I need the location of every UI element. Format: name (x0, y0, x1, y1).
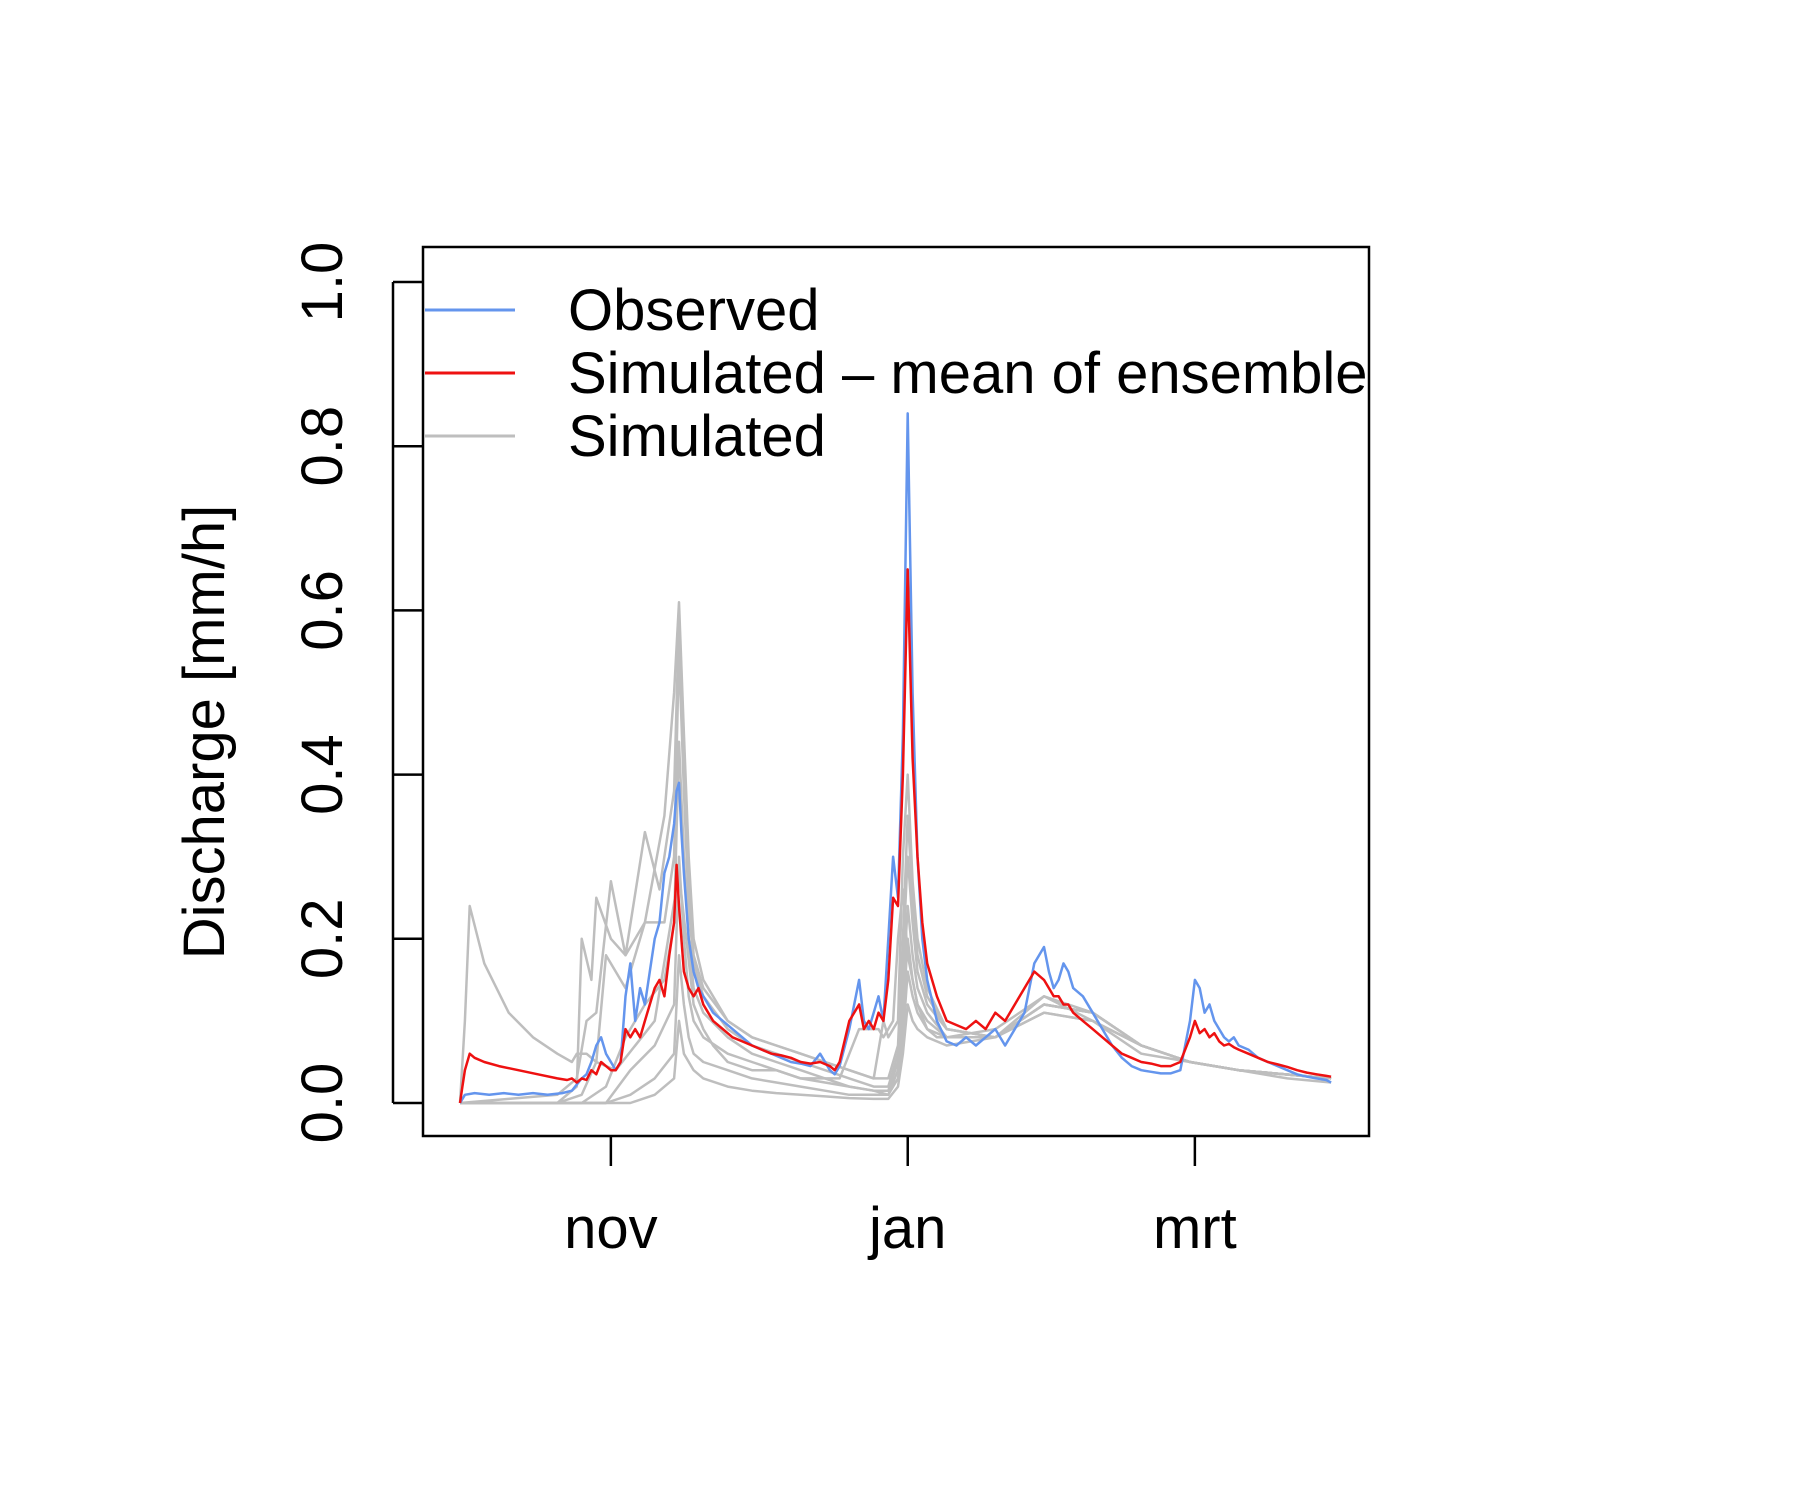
y-axis-title: Discharge [mm/h] (172, 505, 237, 959)
x-tick-label: mrt (1153, 1196, 1237, 1261)
legend-entry-label: Simulated (568, 404, 826, 469)
y-tick-label: 0.8 (290, 406, 355, 487)
x-tick-label: nov (564, 1196, 658, 1261)
series-line-simulated-member-6 (460, 855, 1332, 1105)
y-tick-label: 0.0 (290, 1063, 355, 1144)
x-axis: nov jan mrt (564, 1136, 1237, 1261)
series-line-simulated-mean (458, 568, 1332, 1104)
series-layer (458, 412, 1332, 1105)
y-tick-label: 0.2 (290, 898, 355, 979)
legend-entry-label: Observed (568, 278, 819, 343)
y-axis: 0.0 0.2 0.4 0.6 0.8 1.0 (290, 242, 423, 1144)
x-tick-label: jan (867, 1196, 946, 1261)
y-tick-label: 0.4 (290, 734, 355, 815)
plot-frame (421, 245, 1371, 1138)
y-tick-label: 0.6 (290, 570, 355, 651)
y-tick-label: 1.0 (290, 242, 355, 323)
legend-entry-label: Simulated – mean of ensemble (568, 341, 1368, 406)
series-line-simulated-member-8 (460, 1003, 1332, 1105)
